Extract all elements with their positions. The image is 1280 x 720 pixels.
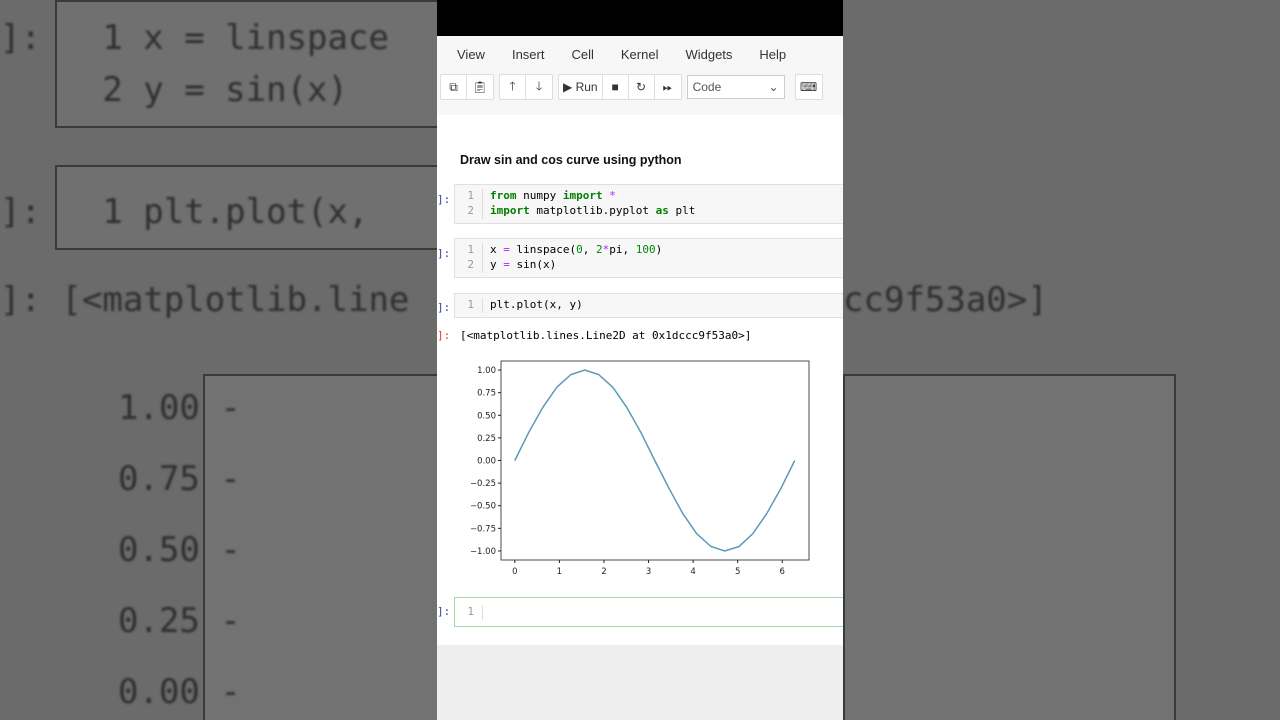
run-button[interactable]: ▶ Run [559,75,603,99]
menu-widgets[interactable]: Widgets [685,46,733,62]
chevron-down-icon: ⌄ [768,80,779,94]
menu-cell[interactable]: Cell [571,46,594,62]
menu-bar: View Insert Cell Kernel Widgets Help [437,36,843,72]
y-tick-label: −1.00 [470,547,496,557]
menu-help[interactable]: Help [759,46,787,62]
line-number: 1 [455,605,483,620]
code-line: x = linspace(0, 2*pi, 100) [490,243,663,256]
restart-icon[interactable]: ↻ [629,75,655,99]
y-tick-label: −0.25 [470,479,496,489]
copy-icon[interactable]: ⧉ [441,75,467,99]
bg-plot [203,374,463,720]
menu-insert[interactable]: Insert [511,46,545,62]
bg-text: ]: 1 x = linspace [0,18,389,58]
bg-text: 0.75 - [118,459,241,499]
cell-prompt: ]: [437,301,451,314]
sin-plot: 0 1 2 3 4 5 6 1.00 0.75 0.50 0.25 0.00 −0.25 −0.50 −0.… [470,360,810,577]
play-icon: ▶ [563,80,576,94]
notebook-view: View Insert Cell Kernel Widgets Help ⧉ 📋︎… [437,0,843,720]
video-top-bar [437,0,843,36]
x-tick-label: 4 [690,567,695,577]
stop-icon[interactable]: ■ [603,75,629,99]
code-cell-2[interactable]: 1 x = linspace(0, 2*pi, 100) 2 y = sin(x) [454,238,843,278]
cell-type-value: Code [692,80,722,94]
output-prompt: ]: [437,329,451,342]
line-number: 1 [455,298,483,313]
bg-text: 1.00 - [118,388,241,428]
y-tick-label: 0.00 [477,457,496,467]
code-cell-3[interactable]: 1 plt.plot(x, y) [454,293,843,318]
menu-view[interactable]: View [457,46,485,62]
fast-forward-icon[interactable]: ⏩︎ [662,79,673,94]
y-tick-label: 0.75 [477,389,496,399]
bg-text: 2 y = sin(x) [0,70,348,110]
cell-type-select[interactable]: Code ⌄ [686,75,785,99]
toolbar: ⧉ 📋︎ 🡑 🡓 ▶ Run ■ ↻ ⏩︎ Code ⌄ ⌨ [437,72,843,102]
code-line: plt.plot(x, y) [490,298,583,311]
bg-text: ]: 1 plt.plot(x, [0,192,369,232]
x-tick-label: 6 [780,567,785,577]
notebook: Draw sin and cos curve using python ]: 1… [437,115,843,645]
bg-cell [55,165,455,250]
run-label: Run [575,80,598,94]
divider [437,102,843,116]
move-up-icon[interactable]: 🡑 [500,75,526,99]
bg-text: 0.00 - [118,672,241,712]
bg-text: cc9f53a0>] [843,280,1048,320]
cell-prompt: ]: [437,193,451,206]
x-tick-label: 3 [646,567,651,577]
x-tick-label: 1 [557,567,562,577]
line-number: 1 [455,189,483,204]
move-down-icon[interactable]: 🡓 [535,78,543,93]
y-tick-label: 0.50 [477,411,496,421]
y-tick-label: −0.50 [470,502,496,512]
line-number: 2 [455,204,483,219]
output-text: [<matplotlib.lines.Line2D at 0x1dccc9f53… [460,329,752,342]
paste-icon[interactable]: 📋︎ [472,80,488,94]
x-tick-label: 2 [601,567,606,577]
code-line: y = sin(x) [490,258,557,271]
bg-text: ]: [<matplotlib.line [0,280,410,320]
y-tick-label: 1.00 [477,366,496,376]
bg-text: 0.25 - [118,601,241,641]
cell-prompt: ]: [437,247,451,260]
y-tick-label: 0.25 [477,434,496,444]
bg-plot [843,374,1176,720]
code-cell-1[interactable]: 1 from numpy import * 2 import matplotlib.… [454,184,843,224]
bg-text: 0.50 - [118,530,241,570]
code-line: import matplotlib.pyplot as plt [490,204,696,217]
sin-line [514,369,796,552]
line-number: 1 [455,243,483,258]
menu-kernel[interactable]: Kernel [620,46,659,62]
y-tick-label: −0.75 [470,524,496,534]
bg-cell [55,0,455,128]
line-number: 2 [455,258,483,273]
code-line: from numpy import * [490,189,616,202]
active-code-cell[interactable]: 1 [454,597,843,627]
x-tick-label: 5 [735,567,740,577]
cell-prompt: ]: [437,605,451,618]
keyboard-icon[interactable]: ⌨ [799,80,818,94]
markdown-heading: Draw sin and cos curve using python [460,153,682,167]
x-tick-label: 0 [512,567,517,577]
